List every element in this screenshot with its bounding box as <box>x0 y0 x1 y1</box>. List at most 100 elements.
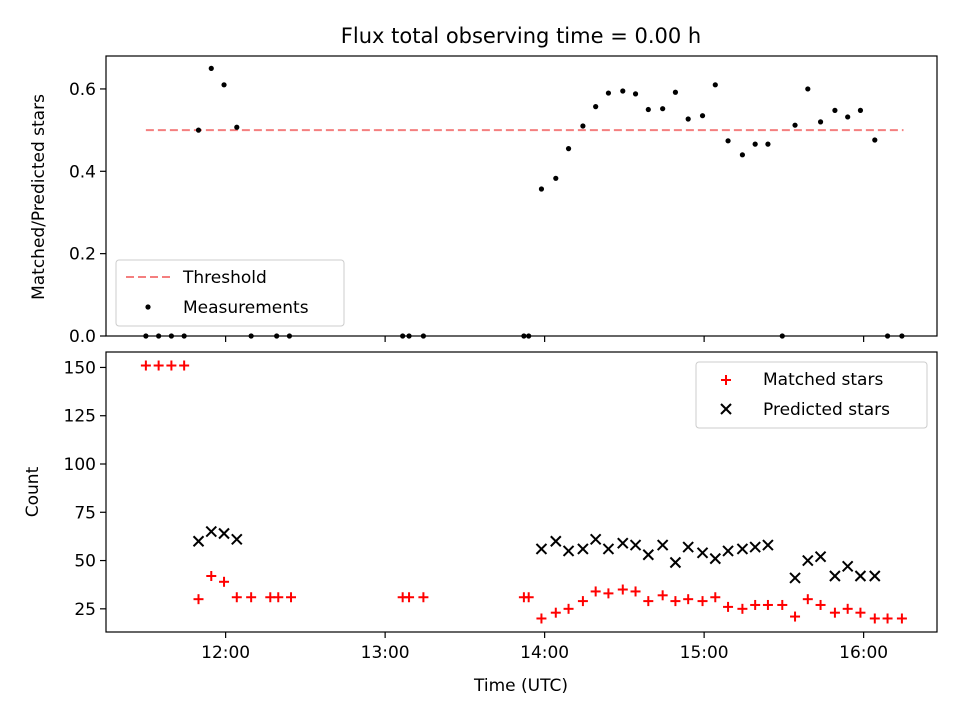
matched-star-point <box>286 592 297 603</box>
measurement-point <box>521 333 527 339</box>
bottom-y-tick-label: 75 <box>74 503 96 523</box>
measurement-point <box>221 82 227 88</box>
measurement-point <box>181 333 187 339</box>
matched-star-point <box>179 360 190 371</box>
measurement-point <box>872 137 878 143</box>
top-panel: 0.0 0.2 0.4 0.6 Matched/Predicted stars Thr… <box>29 55 938 347</box>
legend-threshold-label: Threshold <box>182 268 267 288</box>
bottom-legend-box <box>695 361 928 429</box>
matched-star-point <box>630 586 641 597</box>
matched-star-point <box>563 603 574 614</box>
predicted-star-point <box>535 543 548 555</box>
top-y-axis: 0.0 0.2 0.4 0.6 <box>69 80 106 347</box>
predicted-star-point <box>722 545 734 557</box>
predicted-star-point <box>577 543 589 555</box>
predicted-star-point-b <box>762 539 774 551</box>
measurement-point <box>286 333 293 339</box>
x-tick-label: 13:00 <box>361 643 410 663</box>
bottom-panel: 25 50 75 100 125 150 12:00 13:00 14:00 15:00 16:0… <box>23 351 938 696</box>
predicted-star-point-b <box>749 541 761 553</box>
predicted-star-point-b <box>656 539 669 551</box>
predicted-star-point <box>562 545 575 557</box>
matched-star-point <box>855 607 866 618</box>
matched-star-point <box>683 594 694 605</box>
measurement-point <box>857 107 864 113</box>
measurement-point <box>765 141 771 147</box>
bottom-y-tick-label: 125 <box>64 407 96 427</box>
predicted-star-point <box>829 570 841 582</box>
predicted-star-point-b <box>814 550 827 563</box>
predicted-star-point <box>617 537 629 549</box>
predicted-star-point <box>789 572 801 584</box>
measurement-point <box>632 91 639 97</box>
predicted-star-point <box>814 550 827 563</box>
predicted-star-point-b <box>829 570 841 582</box>
measurement-point <box>156 333 162 339</box>
measurement-point <box>168 333 174 339</box>
predicted-star-point <box>550 535 562 547</box>
measurement-point <box>817 119 824 125</box>
matched-star-point <box>896 613 907 624</box>
measurement-point <box>195 127 202 133</box>
predicted-star-point-b <box>869 570 881 582</box>
predicted-star-point-b <box>589 533 602 546</box>
predicted-star-point-b <box>682 541 694 553</box>
x-tick-label: 14:00 <box>520 643 569 663</box>
predicted-star-point <box>642 549 655 561</box>
matched-star-point <box>140 360 151 371</box>
matched-star-point <box>166 360 177 371</box>
matched-star-point <box>536 613 547 624</box>
predicted-star-point <box>231 533 243 546</box>
legend-matched-label: Matched stars <box>763 370 883 390</box>
legend-measurements-swatch <box>145 304 151 310</box>
measurement-point <box>805 86 811 92</box>
predicted-star-point <box>802 554 814 567</box>
top-y-tick-label: 0.2 <box>69 245 96 265</box>
predicted-star-point-b <box>709 552 722 565</box>
matched-star-point <box>153 360 164 371</box>
matched-star-point <box>577 596 588 607</box>
bottom-legend: Matched stars Predicted stars <box>695 361 928 429</box>
predicted-star-point-b <box>736 543 749 555</box>
matched-star-point <box>231 592 242 603</box>
predicted-star-point <box>589 533 602 546</box>
measurement-point <box>645 106 651 113</box>
measurement-point <box>620 88 626 94</box>
predicted-star-point <box>749 541 761 553</box>
matched-star-point <box>219 576 230 587</box>
measurement-point <box>553 175 559 181</box>
x-axis-label: Time (UTC) <box>473 676 568 696</box>
measurement-point <box>792 122 798 128</box>
top-x-ticks <box>225 336 865 342</box>
measurement-point <box>884 333 891 339</box>
matched-star-point <box>206 571 217 581</box>
matched-star-point <box>273 592 284 603</box>
predicted-star-point <box>869 570 881 582</box>
predicted-star-point <box>762 539 774 551</box>
measurement-point <box>593 104 599 110</box>
top-y-tick-label: 0.0 <box>69 327 96 347</box>
matched-star-point <box>750 599 761 610</box>
measurement-point <box>899 333 905 339</box>
measurement-point <box>779 333 785 339</box>
measurement-point <box>660 106 666 112</box>
matched-star-point <box>617 584 628 595</box>
measurement-point <box>752 141 758 147</box>
measurement-point <box>400 333 406 339</box>
matched-star-point <box>710 592 721 603</box>
bottom-plot-frame <box>105 351 938 633</box>
measurement-point <box>208 65 214 71</box>
matched-star-point <box>246 592 257 603</box>
top-y-axis-label: Matched/Predicted stars <box>29 94 49 300</box>
predicted-star-point-b <box>562 545 575 557</box>
matched-star-point <box>523 592 534 603</box>
matched-star-point <box>603 588 614 599</box>
measurement-point <box>234 124 240 130</box>
measurement-point <box>725 138 731 144</box>
predicted-star-point-b <box>205 525 217 538</box>
bottom-y-axis: 25 50 75 100 125 150 <box>64 358 106 620</box>
top-y-tick-label: 0.6 <box>69 80 96 100</box>
predicted-star-point <box>656 539 669 551</box>
matched-star-point <box>418 592 429 603</box>
